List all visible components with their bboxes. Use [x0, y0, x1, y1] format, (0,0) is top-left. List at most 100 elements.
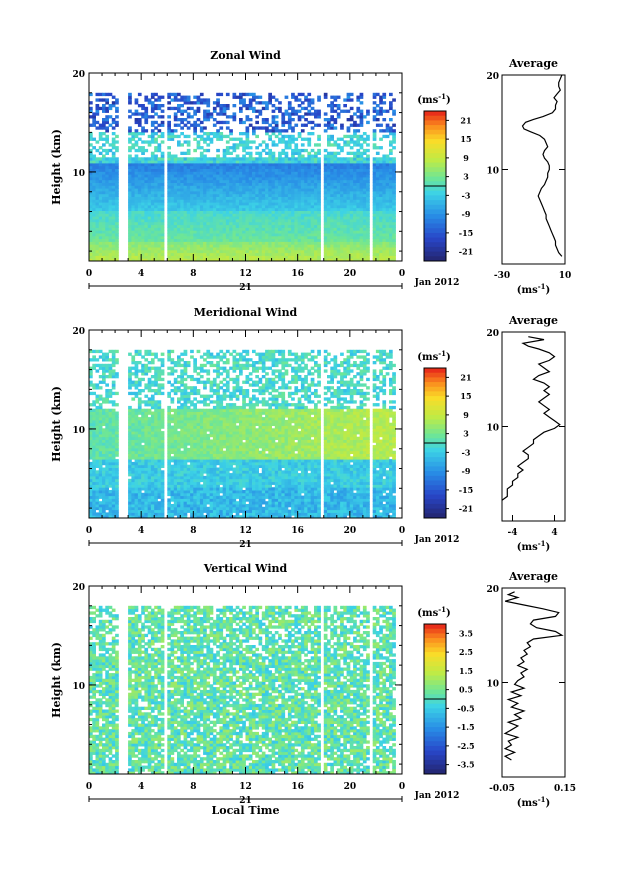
heatmap-cell [154, 210, 158, 214]
heatmap-cell [349, 182, 354, 186]
heatmap-cell [232, 182, 237, 186]
heatmap-cell [206, 193, 211, 197]
heatmap-cell [196, 95, 201, 99]
heatmap-cell [150, 120, 155, 125]
heatmap-cell [340, 137, 344, 141]
heatmap-cell [137, 475, 142, 480]
heatmap-cell [281, 247, 286, 251]
heatmap-cell [95, 162, 100, 167]
heatmap-cell [255, 227, 259, 231]
heatmap-cell [336, 210, 341, 214]
heatmap-cell [219, 165, 224, 169]
heatmap-cell [362, 202, 367, 206]
heatmap-cell [212, 196, 217, 200]
heatmap-cell [115, 475, 119, 480]
heatmap-cell [108, 445, 113, 449]
heatmap-cell [382, 233, 387, 237]
heatmap-cell [108, 506, 113, 511]
heatmap-cell [248, 241, 253, 245]
heatmap-cell [362, 255, 367, 259]
heatmap-cell [317, 224, 321, 228]
heatmap-cell [392, 249, 396, 254]
heatmap-cell [115, 417, 119, 421]
heatmap-cell [268, 157, 272, 161]
heatmap-cell [340, 199, 344, 203]
heatmap-cell [105, 475, 109, 480]
heatmap-cell [278, 171, 282, 175]
heatmap-cell [300, 235, 305, 240]
heatmap-cell [89, 216, 93, 220]
heatmap-cell [134, 349, 139, 354]
heatmap-cell [105, 391, 109, 396]
heatmap-cell [196, 258, 201, 262]
heatmap-cell [261, 148, 266, 153]
heatmap-cell [225, 188, 230, 192]
heatmap-cell [392, 241, 396, 245]
heatmap-cell [297, 151, 302, 155]
heatmap-cell [304, 157, 308, 161]
heatmap-cell [353, 207, 357, 211]
heatmap-cell [196, 193, 201, 197]
heatmap-cell [186, 95, 191, 99]
heatmap-cell [186, 176, 191, 181]
heatmap-cell [379, 176, 383, 181]
heatmap-cell [206, 115, 211, 119]
heatmap-cell [252, 165, 256, 169]
heatmap-cell [219, 202, 224, 206]
heatmap-cell [144, 238, 149, 242]
heatmap-cell [89, 414, 93, 418]
heatmap-cell [108, 478, 113, 483]
heatmap-cell [134, 498, 139, 502]
heatmap-cell [147, 190, 152, 195]
heatmap-cell [206, 134, 211, 139]
heatmap-cell [346, 95, 351, 99]
heatmap-cell [150, 101, 155, 105]
heatmap-cell [314, 233, 318, 237]
heatmap-cell [255, 162, 259, 167]
heatmap-cell [131, 182, 136, 186]
heatmap-cell [261, 176, 266, 181]
heatmap-cell [131, 475, 136, 480]
heatmap-cell [336, 221, 341, 226]
heatmap-cell [92, 442, 96, 446]
heatmap-cell [287, 146, 292, 150]
heatmap-cell [203, 249, 207, 254]
heatmap-cell [144, 160, 149, 164]
heatmap-cell [203, 255, 207, 259]
heatmap-cell [102, 467, 106, 471]
heatmap-cell [366, 174, 370, 178]
heatmap-cell [115, 490, 119, 494]
heatmap-cell [173, 199, 178, 203]
heatmap-cell [95, 252, 100, 256]
heatmap-cell [389, 182, 393, 186]
heatmap-cell [105, 400, 109, 404]
heatmap-cell [353, 204, 357, 209]
heatmap-cell [128, 252, 132, 256]
heatmap-cell [95, 461, 100, 466]
heatmap-cell [336, 247, 341, 251]
heatmap-cell [248, 196, 253, 200]
heatmap-cell [336, 174, 341, 178]
heatmap-cell [225, 199, 230, 203]
heatmap-cell [95, 453, 100, 457]
heatmap-cell [294, 227, 299, 231]
heatmap-cell [180, 258, 184, 262]
heatmap-cell [366, 199, 370, 203]
heatmap-cell [196, 221, 201, 226]
heatmap-cell [274, 252, 279, 256]
heatmap-cell [382, 213, 387, 217]
heatmap-cell [137, 515, 142, 519]
heatmap-cell [95, 188, 100, 192]
heatmap-cell [359, 213, 364, 217]
heatmap-cell [362, 176, 367, 181]
heatmap-cell [327, 221, 331, 226]
heatmap-cell [330, 154, 334, 158]
heatmap-cell [372, 196, 377, 200]
heatmap-cell [281, 168, 286, 172]
heatmap-cell [170, 210, 175, 214]
heatmap-cell [297, 157, 302, 161]
heatmap-cell [141, 210, 145, 214]
heatmap-cell [102, 431, 106, 435]
heatmap-cell [89, 475, 93, 480]
